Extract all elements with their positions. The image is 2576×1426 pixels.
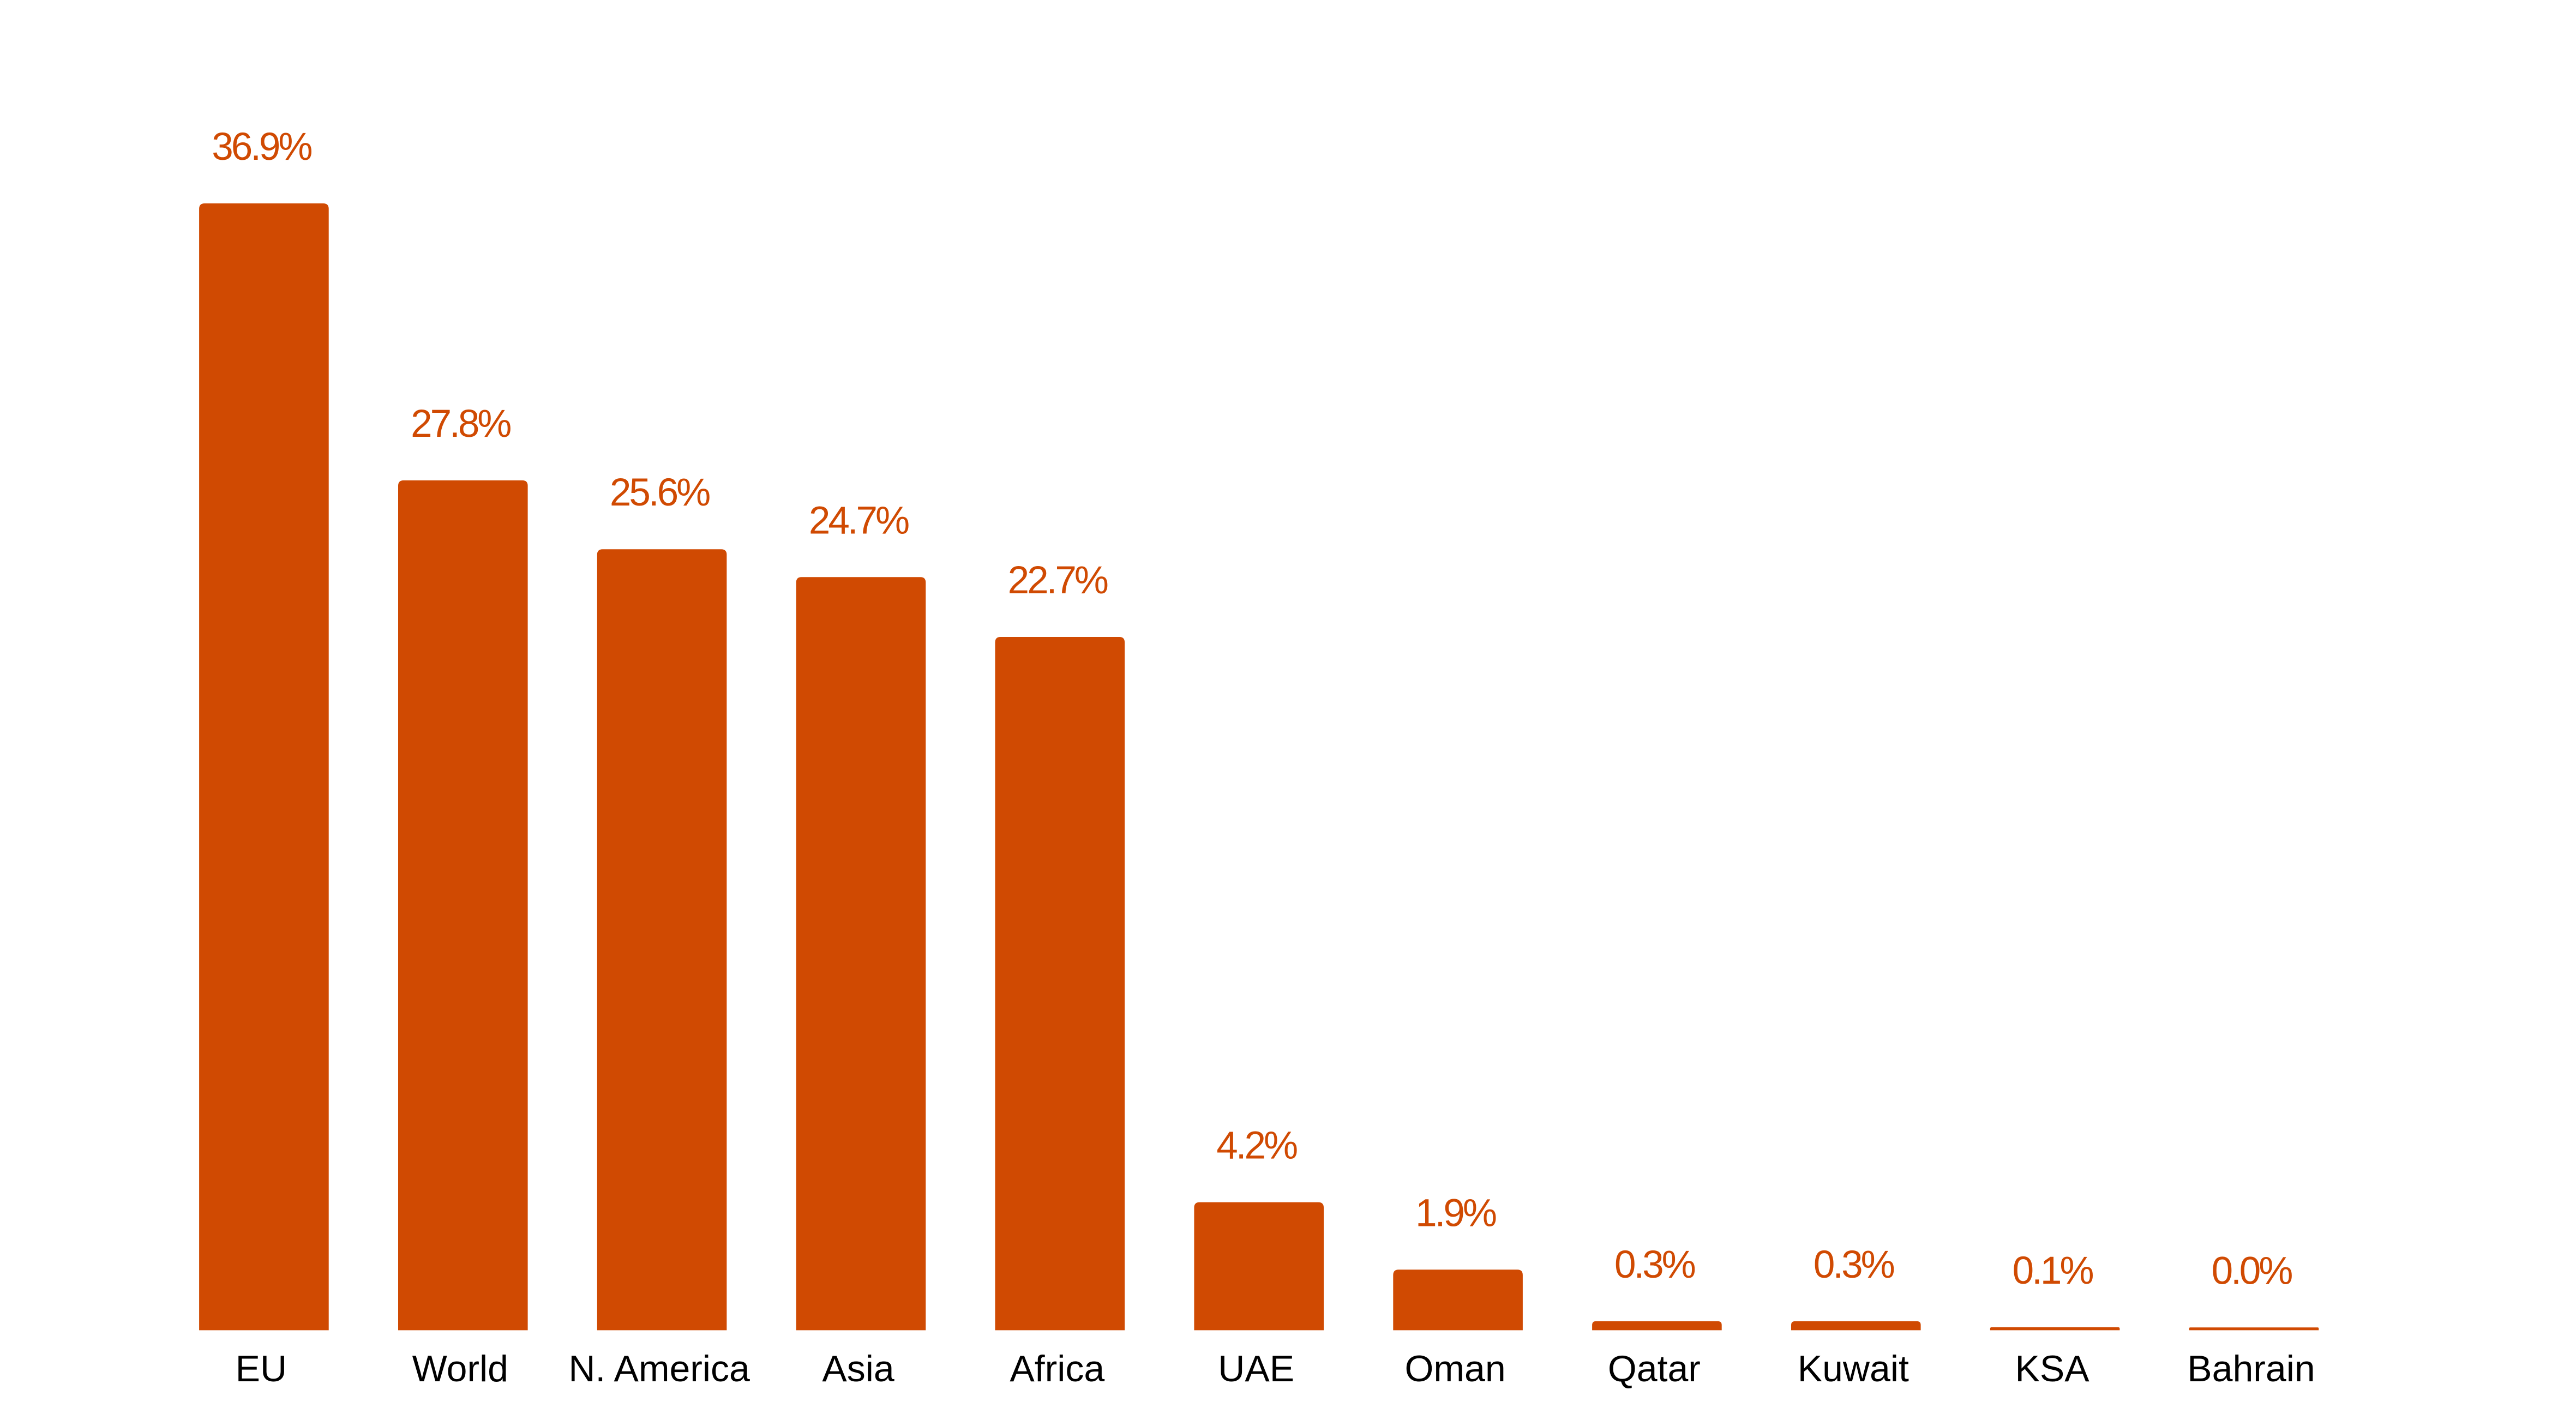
svg-text:0.3%: 0.3% <box>1614 1243 1695 1286</box>
svg-text:0.1%: 0.1% <box>2013 1249 2093 1292</box>
svg-text:0.3%: 0.3% <box>1814 1243 1894 1286</box>
svg-text:27.8%: 27.8% <box>411 402 511 446</box>
svg-text:UAE: UAE <box>1218 1348 1294 1389</box>
svg-text:KSA: KSA <box>2015 1348 2090 1389</box>
svg-text:Bahrain: Bahrain <box>2187 1348 2315 1389</box>
svg-text:Africa: Africa <box>1010 1348 1104 1389</box>
svg-text:Kuwait: Kuwait <box>1798 1348 1909 1389</box>
svg-text:Asia: Asia <box>822 1348 894 1389</box>
svg-text:N. America: N. America <box>568 1348 750 1389</box>
svg-text:0.0%: 0.0% <box>2212 1249 2292 1292</box>
svg-text:36.9%: 36.9% <box>212 125 311 169</box>
svg-text:Qatar: Qatar <box>1608 1348 1701 1389</box>
svg-text:22.7%: 22.7% <box>1008 559 1108 602</box>
svg-text:World: World <box>412 1348 508 1389</box>
svg-text:1.9%: 1.9% <box>1415 1192 1496 1235</box>
svg-text:EU: EU <box>236 1348 287 1389</box>
svg-text:4.2%: 4.2% <box>1216 1124 1297 1168</box>
svg-text:25.6%: 25.6% <box>610 471 710 514</box>
svg-text:Oman: Oman <box>1405 1348 1506 1389</box>
svg-text:24.7%: 24.7% <box>809 499 909 542</box>
